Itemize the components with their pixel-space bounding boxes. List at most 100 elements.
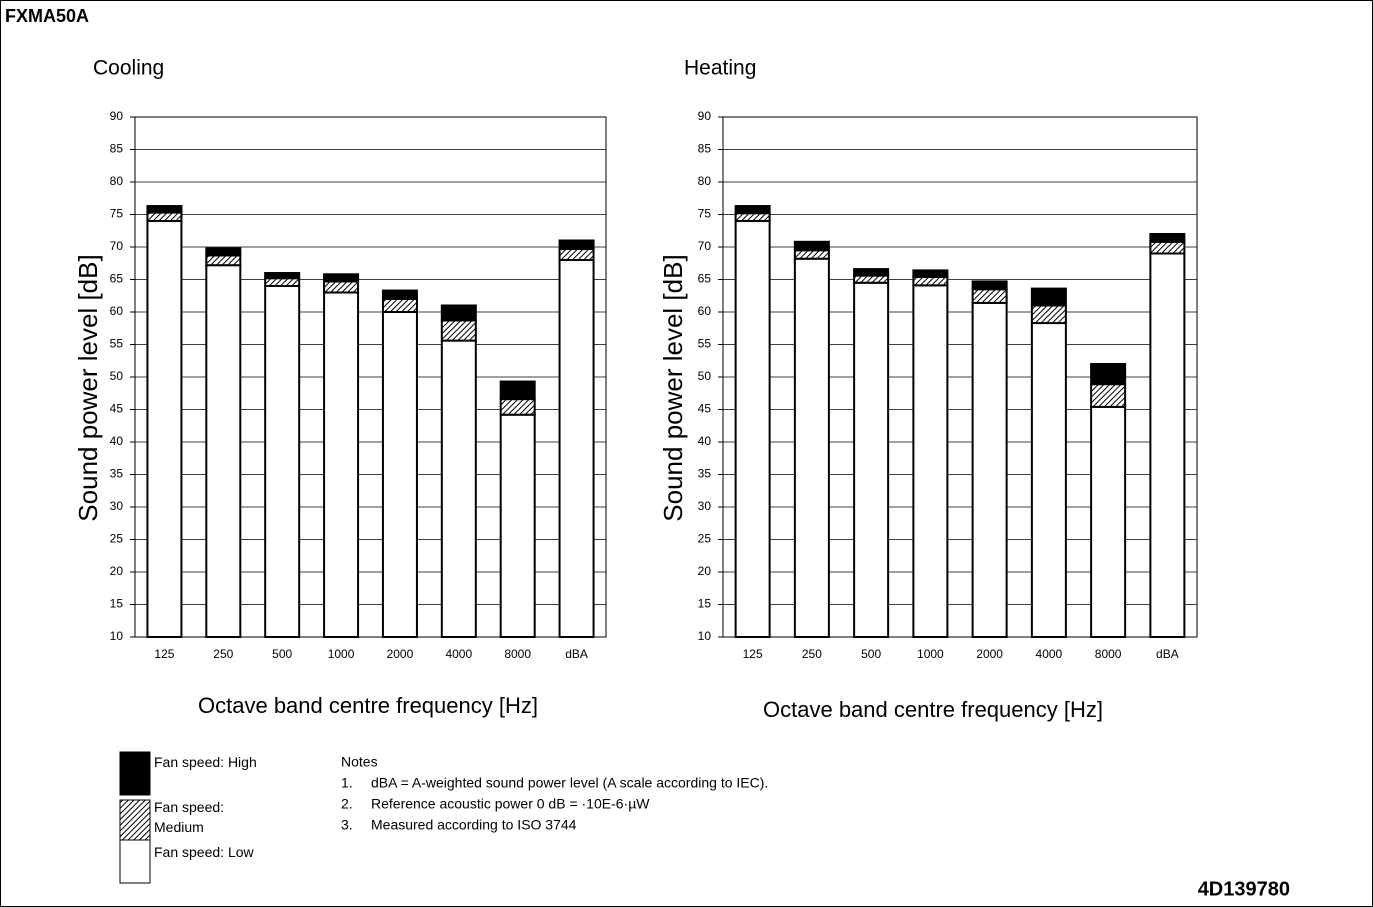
y-tick-label: 70 <box>698 239 712 253</box>
bar-segment <box>1090 405 1127 638</box>
y-tick-label: 90 <box>698 109 712 123</box>
x-tick-label: 8000 <box>504 647 531 661</box>
bar-segment <box>971 280 1008 291</box>
bar-segment <box>440 319 477 342</box>
x-axis-label: Octave band centre frequency [Hz] <box>763 697 1103 722</box>
bar-segment <box>1149 233 1186 243</box>
bar-segment <box>1030 322 1067 638</box>
bar-segment <box>793 257 830 638</box>
bar-segment <box>264 272 301 280</box>
x-tick-label: 1000 <box>328 647 355 661</box>
bar-segment <box>323 291 360 638</box>
bar-segment <box>971 301 1008 638</box>
bar-segment <box>853 268 890 277</box>
y-tick-label: 35 <box>698 467 712 481</box>
legend-swatch <box>119 751 151 796</box>
note-number: 2. <box>341 796 353 812</box>
bar-segment <box>381 298 418 313</box>
bar-segment <box>853 281 890 638</box>
note-text: Reference acoustic power 0 dB = ·10E-6·µ… <box>371 796 650 812</box>
y-tick-label: 80 <box>110 174 124 188</box>
bar-segment <box>558 247 595 261</box>
bar-segment <box>440 339 477 638</box>
y-tick-label: 85 <box>698 142 712 156</box>
plot-frame <box>134 116 607 638</box>
bar-segment <box>264 285 301 638</box>
y-tick-label: 20 <box>110 564 124 578</box>
x-tick-label: 125 <box>154 647 174 661</box>
x-axis-label: Octave band centre frequency [Hz] <box>198 693 538 718</box>
bar-segment <box>381 289 418 300</box>
bar-segment <box>1030 304 1067 325</box>
chart-subtitle: Cooling <box>93 57 164 80</box>
x-tick-label: 1000 <box>917 647 944 661</box>
doc-code: 4D139780 <box>1198 878 1290 900</box>
bar-segment <box>853 274 890 284</box>
bar-segment <box>146 211 183 223</box>
bar-segment <box>205 254 242 267</box>
bar-segment <box>381 311 418 638</box>
bar-segment <box>1030 287 1067 307</box>
x-tick-label: 4000 <box>445 647 472 661</box>
x-tick-label: 250 <box>213 647 233 661</box>
y-tick-label: 35 <box>110 467 124 481</box>
bar-segment <box>912 269 949 278</box>
y-tick-label: 55 <box>110 337 124 351</box>
legend-label: Fan speed: Low <box>154 844 254 860</box>
y-tick-label: 65 <box>698 272 712 286</box>
bar-segment <box>323 280 360 294</box>
y-tick-label: 15 <box>698 597 712 611</box>
y-tick-label: 90 <box>110 109 124 123</box>
bar-segment <box>323 273 360 283</box>
y-tick-label: 85 <box>110 142 124 156</box>
y-tick-label: 15 <box>110 597 124 611</box>
y-tick-label: 20 <box>698 564 712 578</box>
bar-segment <box>1149 252 1186 638</box>
y-axis-label: Sound power level [dB] <box>73 254 103 521</box>
y-tick-label: 70 <box>110 239 124 253</box>
note-number: 3. <box>341 817 353 833</box>
bar-segment <box>499 380 536 401</box>
plot-frame <box>722 116 1198 638</box>
y-tick-label: 60 <box>698 304 712 318</box>
y-tick-label: 30 <box>110 499 124 513</box>
bar-segment <box>558 239 595 250</box>
bar-segment <box>912 275 949 287</box>
x-tick-label: 125 <box>743 647 763 661</box>
chart-subtitle: Heating <box>684 57 756 80</box>
bar-segment <box>1090 383 1127 408</box>
bar-segment <box>912 284 949 638</box>
y-tick-label: 25 <box>698 532 712 546</box>
x-tick-label: 2000 <box>976 647 1003 661</box>
note-number: 1. <box>341 775 353 791</box>
legend-swatch <box>119 799 151 841</box>
y-tick-label: 30 <box>698 499 712 513</box>
note-text: Measured according to ISO 3744 <box>371 817 577 833</box>
y-tick-label: 75 <box>110 207 124 221</box>
y-tick-label: 50 <box>698 369 712 383</box>
legend <box>119 751 151 884</box>
y-tick-label: 75 <box>698 207 712 221</box>
legend-swatch <box>119 839 151 884</box>
legend-label: Fan speed: High <box>154 754 257 770</box>
bar-segment <box>734 205 771 215</box>
x-tick-label: 4000 <box>1036 647 1063 661</box>
x-tick-label: dBA <box>1156 647 1179 661</box>
y-tick-label: 50 <box>110 369 124 383</box>
y-tick-label: 25 <box>110 532 124 546</box>
doc-title: FXMA50A <box>5 6 89 26</box>
y-tick-label: 10 <box>110 629 124 643</box>
bar-segment <box>971 288 1008 304</box>
bar-segment <box>264 277 301 288</box>
legend-label: Fan speed: Medium <box>154 799 225 835</box>
bar-segment <box>499 398 536 416</box>
bar-segment <box>793 249 830 260</box>
x-tick-label: 500 <box>861 647 881 661</box>
y-tick-label: 40 <box>698 434 712 448</box>
bar-segment <box>499 413 536 639</box>
x-tick-label: 2000 <box>387 647 414 661</box>
y-tick-label: 40 <box>110 434 124 448</box>
bar-segment <box>440 304 477 322</box>
